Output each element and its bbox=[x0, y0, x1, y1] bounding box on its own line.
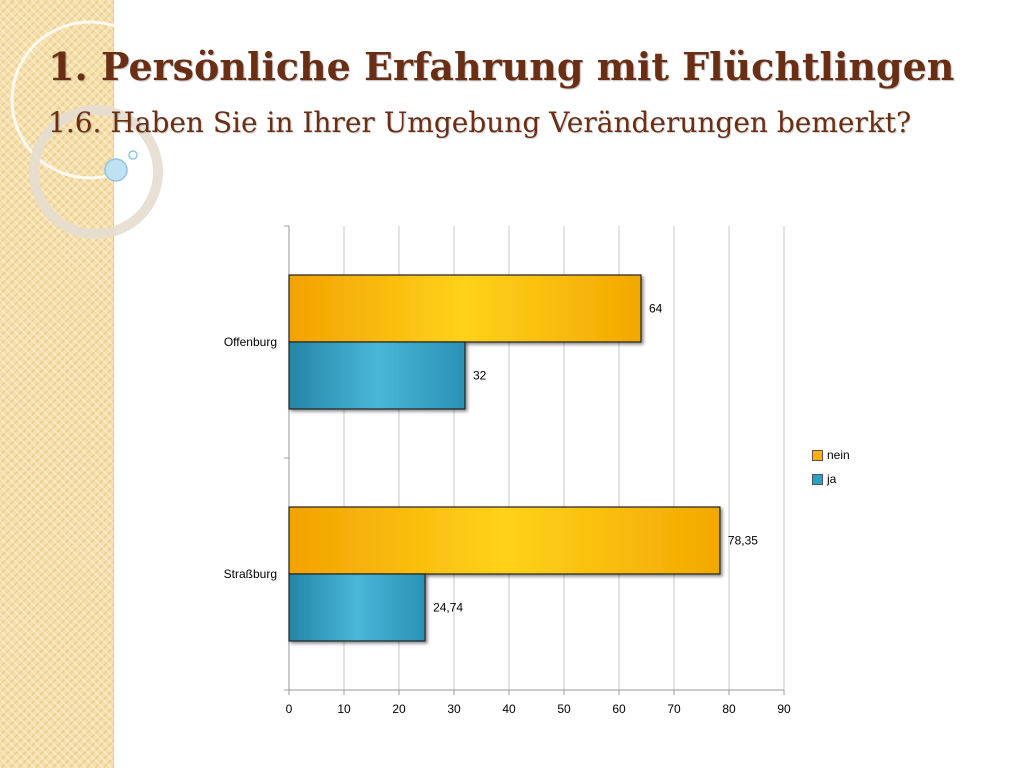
page-subtitle: 1.6. Haben Sie in Ihrer Umgebung Verände… bbox=[48, 106, 912, 139]
x-tick-label: 70 bbox=[667, 702, 681, 716]
bar-ja bbox=[288, 573, 426, 642]
x-tick-label: 80 bbox=[722, 702, 736, 716]
labels: 0 10 20 30 40 50 60 70 80 90 Offenburg 64 32 Straßbur… bbox=[224, 302, 791, 717]
data-label: 64 bbox=[649, 302, 663, 316]
x-tick-label: 10 bbox=[337, 702, 351, 716]
legend-item-nein: nein bbox=[812, 448, 850, 462]
x-tick-label: 40 bbox=[502, 702, 516, 716]
data-label: 32 bbox=[473, 369, 487, 383]
bars bbox=[288, 274, 721, 642]
x-tick-label: 60 bbox=[612, 702, 626, 716]
bar-ja bbox=[288, 341, 466, 410]
legend-label-ja: ja bbox=[827, 472, 837, 486]
x-tick-label: 50 bbox=[557, 702, 571, 716]
decorative-rings bbox=[10, 20, 170, 239]
bar-nein bbox=[288, 274, 642, 343]
y-category-label: Offenburg bbox=[224, 335, 277, 349]
x-tick-label: 90 bbox=[777, 702, 791, 716]
data-label: 78,35 bbox=[728, 534, 758, 548]
legend-item-ja: ja bbox=[812, 472, 850, 486]
y-category-label: Straßburg bbox=[224, 567, 277, 581]
x-tick-label: 30 bbox=[447, 702, 461, 716]
legend-swatch-nein bbox=[812, 449, 823, 461]
bar-nein bbox=[288, 506, 721, 575]
x-tick-label: 0 bbox=[286, 702, 293, 716]
data-label: 24,74 bbox=[433, 601, 463, 615]
x-tick-label: 20 bbox=[392, 702, 406, 716]
page-title: 1. Persönliche Erfahrung mit Flüchtlinge… bbox=[48, 44, 955, 89]
legend: nein ja bbox=[812, 448, 850, 496]
legend-label-nein: nein bbox=[827, 448, 850, 462]
legend-swatch-ja bbox=[812, 473, 823, 485]
